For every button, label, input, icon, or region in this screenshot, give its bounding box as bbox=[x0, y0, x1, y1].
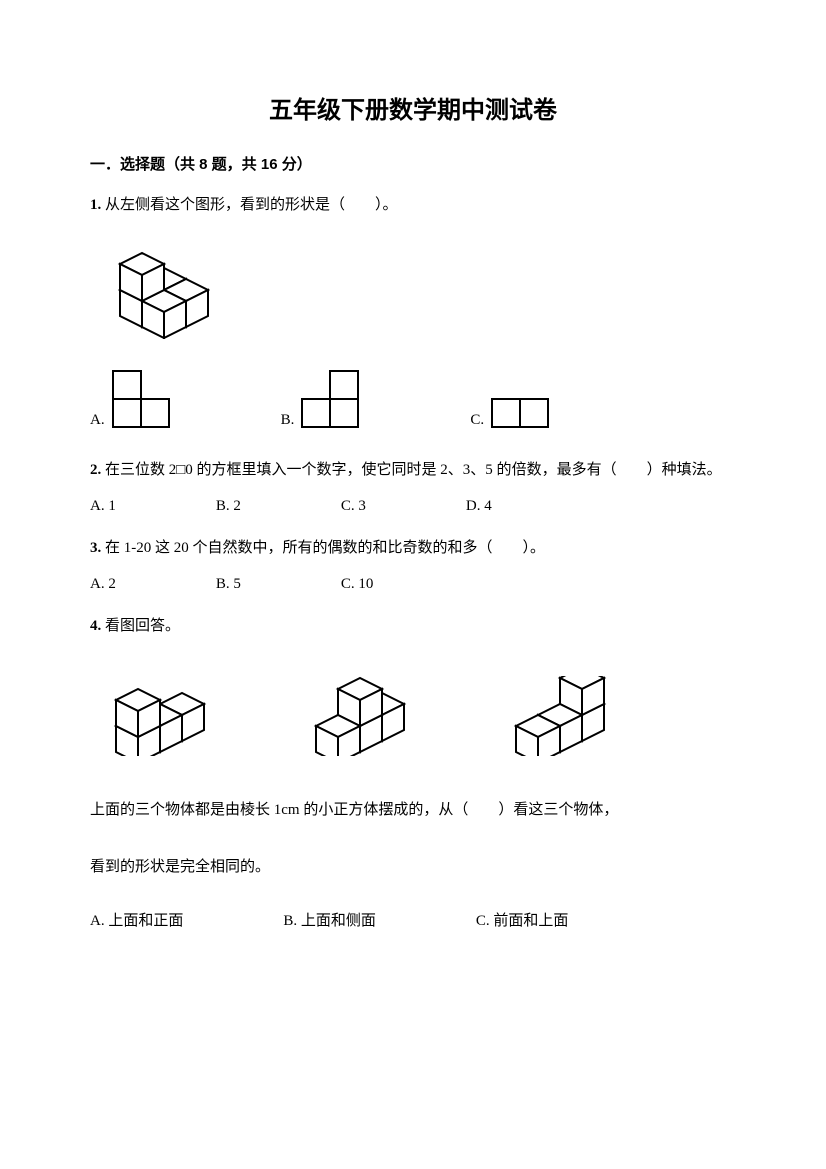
question-4: 4. 看图回答。 bbox=[90, 613, 736, 640]
q4-options: A. 上面和正面 B. 上面和侧面 C. 前面和上面 bbox=[90, 909, 736, 930]
q1-option-a: A. bbox=[90, 369, 171, 429]
q4-line1: 上面的三个物体都是由棱长 1cm 的小正方体摆成的，从（ ）看这三个物体， bbox=[90, 796, 736, 825]
q1-optC-label: C. bbox=[470, 412, 484, 429]
q1-num: 1. bbox=[90, 197, 101, 213]
q4-text: 看图回答。 bbox=[105, 618, 180, 634]
q3-num: 3. bbox=[90, 540, 101, 556]
q4-fig-1 bbox=[90, 676, 230, 756]
q1-text: 从左侧看这个图形，看到的形状是（ ）。 bbox=[105, 197, 398, 213]
question-3: 3. 在 1-20 这 20 个自然数中，所有的偶数的和比奇数的和多（ ）。 bbox=[90, 535, 736, 562]
q4-optB: B. 上面和侧面 bbox=[283, 909, 376, 930]
q4-fig-2 bbox=[290, 676, 430, 756]
q1-figure bbox=[90, 249, 736, 339]
q4-optA: A. 上面和正面 bbox=[90, 909, 183, 930]
q4-fig-3 bbox=[490, 676, 630, 756]
q2-optB: B. 2 bbox=[216, 498, 241, 515]
q4-optC: C. 前面和上面 bbox=[476, 909, 569, 930]
q2-optA: A. 1 bbox=[90, 498, 116, 515]
page: 五年级下册数学期中测试卷 一．选择题（共 8 题，共 16 分） 1. 从左侧看… bbox=[0, 0, 826, 1169]
page-title: 五年级下册数学期中测试卷 bbox=[90, 90, 736, 125]
q2-optD: D. 4 bbox=[466, 498, 492, 515]
q3-options: A. 2 B. 5 C. 10 bbox=[90, 576, 736, 593]
q4-figures bbox=[90, 676, 736, 756]
q1-optB-label: B. bbox=[281, 412, 295, 429]
q2-options: A. 1 B. 2 C. 3 D. 4 bbox=[90, 498, 736, 515]
q3-text: 在 1-20 这 20 个自然数中，所有的偶数的和比奇数的和多（ ）。 bbox=[105, 540, 545, 556]
q1-optC-figure bbox=[490, 397, 550, 429]
question-2: 2. 在三位数 2□0 的方框里填入一个数字，使它同时是 2、3、5 的倍数，最… bbox=[90, 457, 736, 484]
question-1: 1. 从左侧看这个图形，看到的形状是（ ）。 bbox=[90, 192, 736, 219]
section-1-heading: 一．选择题（共 8 题，共 16 分） bbox=[90, 153, 736, 174]
q3-optA: A. 2 bbox=[90, 576, 116, 593]
q4-num: 4. bbox=[90, 618, 101, 634]
q3-optC: C. 10 bbox=[341, 576, 374, 593]
q2-text: 在三位数 2□0 的方框里填入一个数字，使它同时是 2、3、5 的倍数，最多有（… bbox=[105, 462, 722, 478]
q1-optB-figure bbox=[300, 369, 360, 429]
q1-optA-label: A. bbox=[90, 412, 105, 429]
q1-option-c: C. bbox=[470, 397, 550, 429]
q4-line2: 看到的形状是完全相同的。 bbox=[90, 853, 736, 882]
q1-option-b: B. bbox=[281, 369, 361, 429]
q1-optA-figure bbox=[111, 369, 171, 429]
q3-optB: B. 5 bbox=[216, 576, 241, 593]
q2-optC: C. 3 bbox=[341, 498, 366, 515]
q2-num: 2. bbox=[90, 462, 101, 478]
q1-options: A. B. C. bbox=[90, 369, 736, 429]
